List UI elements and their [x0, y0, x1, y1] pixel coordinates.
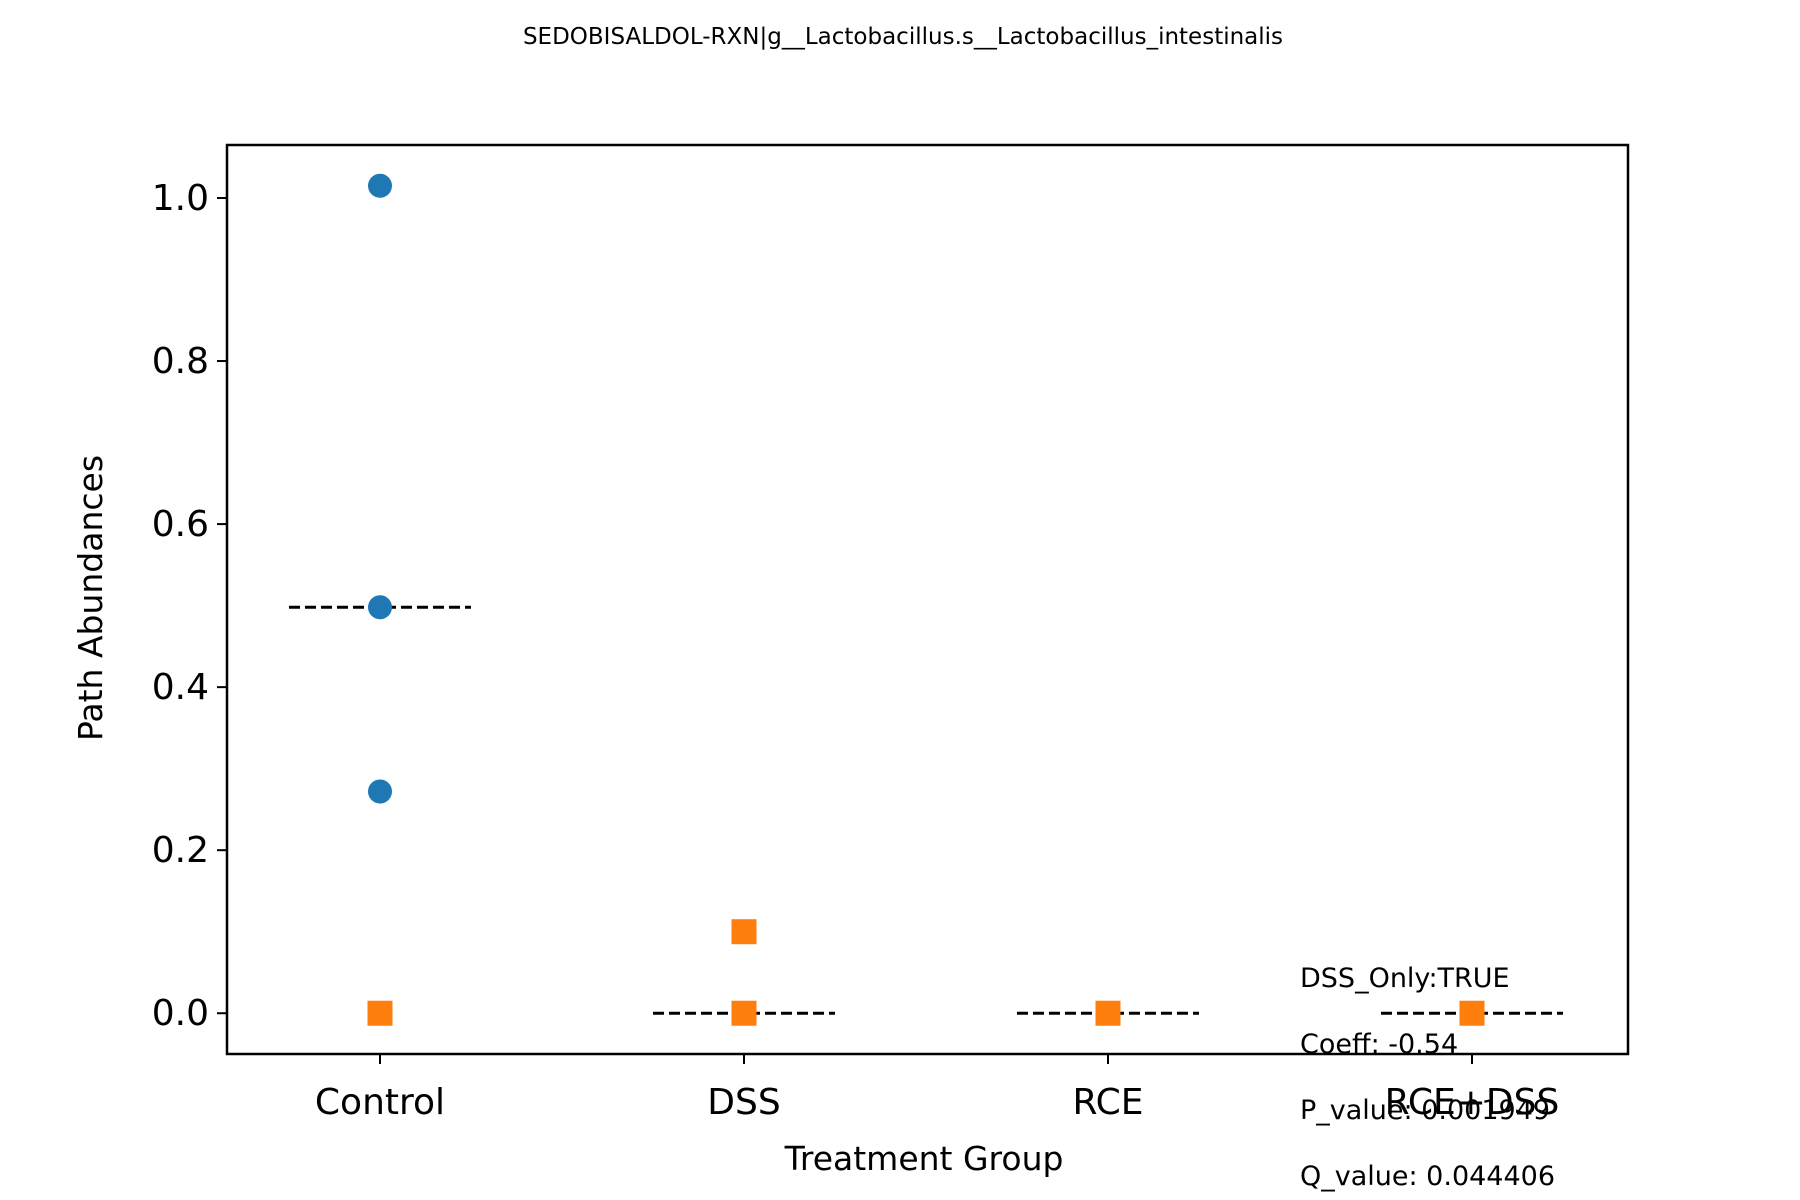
plot-frame — [225, 143, 1630, 1056]
y-tick-label: 0.2 — [152, 830, 209, 871]
data-point-square — [731, 919, 757, 945]
data-points — [367, 173, 1485, 1026]
data-point-circle — [368, 779, 392, 804]
x-tick-label: DSS — [707, 1082, 780, 1123]
y-tick-label: 1.0 — [152, 178, 209, 219]
x-tick-label: Control — [315, 1082, 445, 1123]
x-tick-label: RCE — [1072, 1082, 1143, 1123]
y-tick-label: 0.4 — [152, 667, 209, 708]
stats-annotation: P_value: 0.001949 — [1300, 1095, 1550, 1126]
stats-annotation: DSS_Only:TRUE — [1300, 963, 1510, 994]
data-point-square — [1095, 1000, 1121, 1026]
data-point-circle — [368, 595, 392, 620]
y-tick-label: 0.0 — [152, 993, 209, 1034]
stats-annotation: Coeff: -0.54 — [1300, 1029, 1458, 1060]
stats-annotations: DSS_Only:TRUE Coeff: -0.54 P_value: 0.0019… — [1300, 963, 1555, 1192]
data-point-square — [367, 1000, 393, 1026]
y-axis: 0.0 0.2 0.4 0.6 0.8 1.0 — [152, 178, 227, 1034]
y-axis-label: Path Abundances — [71, 455, 110, 741]
plot-area — [225, 143, 1630, 1056]
x-axis: Control DSS RCE RCE+DSS — [315, 1054, 1559, 1123]
y-tick-label: 0.8 — [152, 341, 209, 382]
x-tick-label: RCE+DSS — [1385, 1082, 1560, 1123]
data-point-circle — [368, 173, 392, 198]
chart-title: SEDOBISALDOL-RXN|g__Lactobacillus.s__Lac… — [523, 24, 1283, 50]
stats-annotation: Q_value: 0.044406 — [1300, 1161, 1555, 1192]
x-axis-label: Treatment Group — [784, 1139, 1064, 1178]
y-tick-label: 0.6 — [152, 504, 209, 545]
data-point-square — [731, 1000, 757, 1026]
data-point-square — [1459, 1000, 1485, 1026]
